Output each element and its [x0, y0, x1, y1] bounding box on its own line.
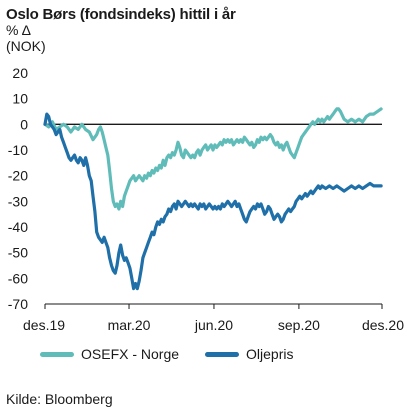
- y-tick-label: 20: [12, 65, 28, 81]
- chart-title: Oslo Børs (fondsindeks) hittil i år: [6, 6, 236, 23]
- line-chart: 20 10 0 -10 -20 -30 -40 -50 -60 -70 des.19 mar.20 ju…: [8, 65, 404, 333]
- x-tick-label: jun.20: [194, 317, 233, 333]
- y-tick-label: -50: [8, 245, 28, 261]
- legend-label-osefx: OSEFX - Norge: [81, 346, 180, 362]
- x-tick-label: des.19: [23, 317, 65, 333]
- y-tick-label: -20: [8, 168, 28, 184]
- y-tick-label: -10: [8, 142, 28, 158]
- x-tick-label: mar.20: [108, 317, 151, 333]
- y-tick-label: 10: [12, 91, 28, 107]
- legend: OSEFX - Norge Oljepris: [40, 346, 320, 362]
- y-tick-label: -30: [8, 193, 28, 209]
- legend-label-oljepris: Oljepris: [246, 346, 294, 362]
- series-line-oljepris: [43, 112, 383, 291]
- y-unit-label: % Δ: [6, 22, 31, 38]
- y-tick-label: -60: [8, 270, 28, 286]
- y-currency-label: (NOK): [6, 38, 46, 54]
- source-note: Kilde: Bloomberg: [6, 391, 113, 407]
- series-line-osefx: [43, 107, 383, 211]
- y-tick-label: -70: [8, 296, 28, 312]
- y-tick-label: 0: [20, 116, 28, 132]
- y-tick-label: -40: [8, 219, 28, 235]
- legend-swatch-osefx: [40, 351, 74, 357]
- legend-item-oljepris: Oljepris: [205, 346, 294, 362]
- x-tick-label: des.20: [362, 317, 404, 333]
- legend-swatch-oljepris: [205, 351, 240, 357]
- legend-item-osefx: OSEFX - Norge: [40, 346, 179, 362]
- x-tick-label: sep.20: [278, 317, 320, 333]
